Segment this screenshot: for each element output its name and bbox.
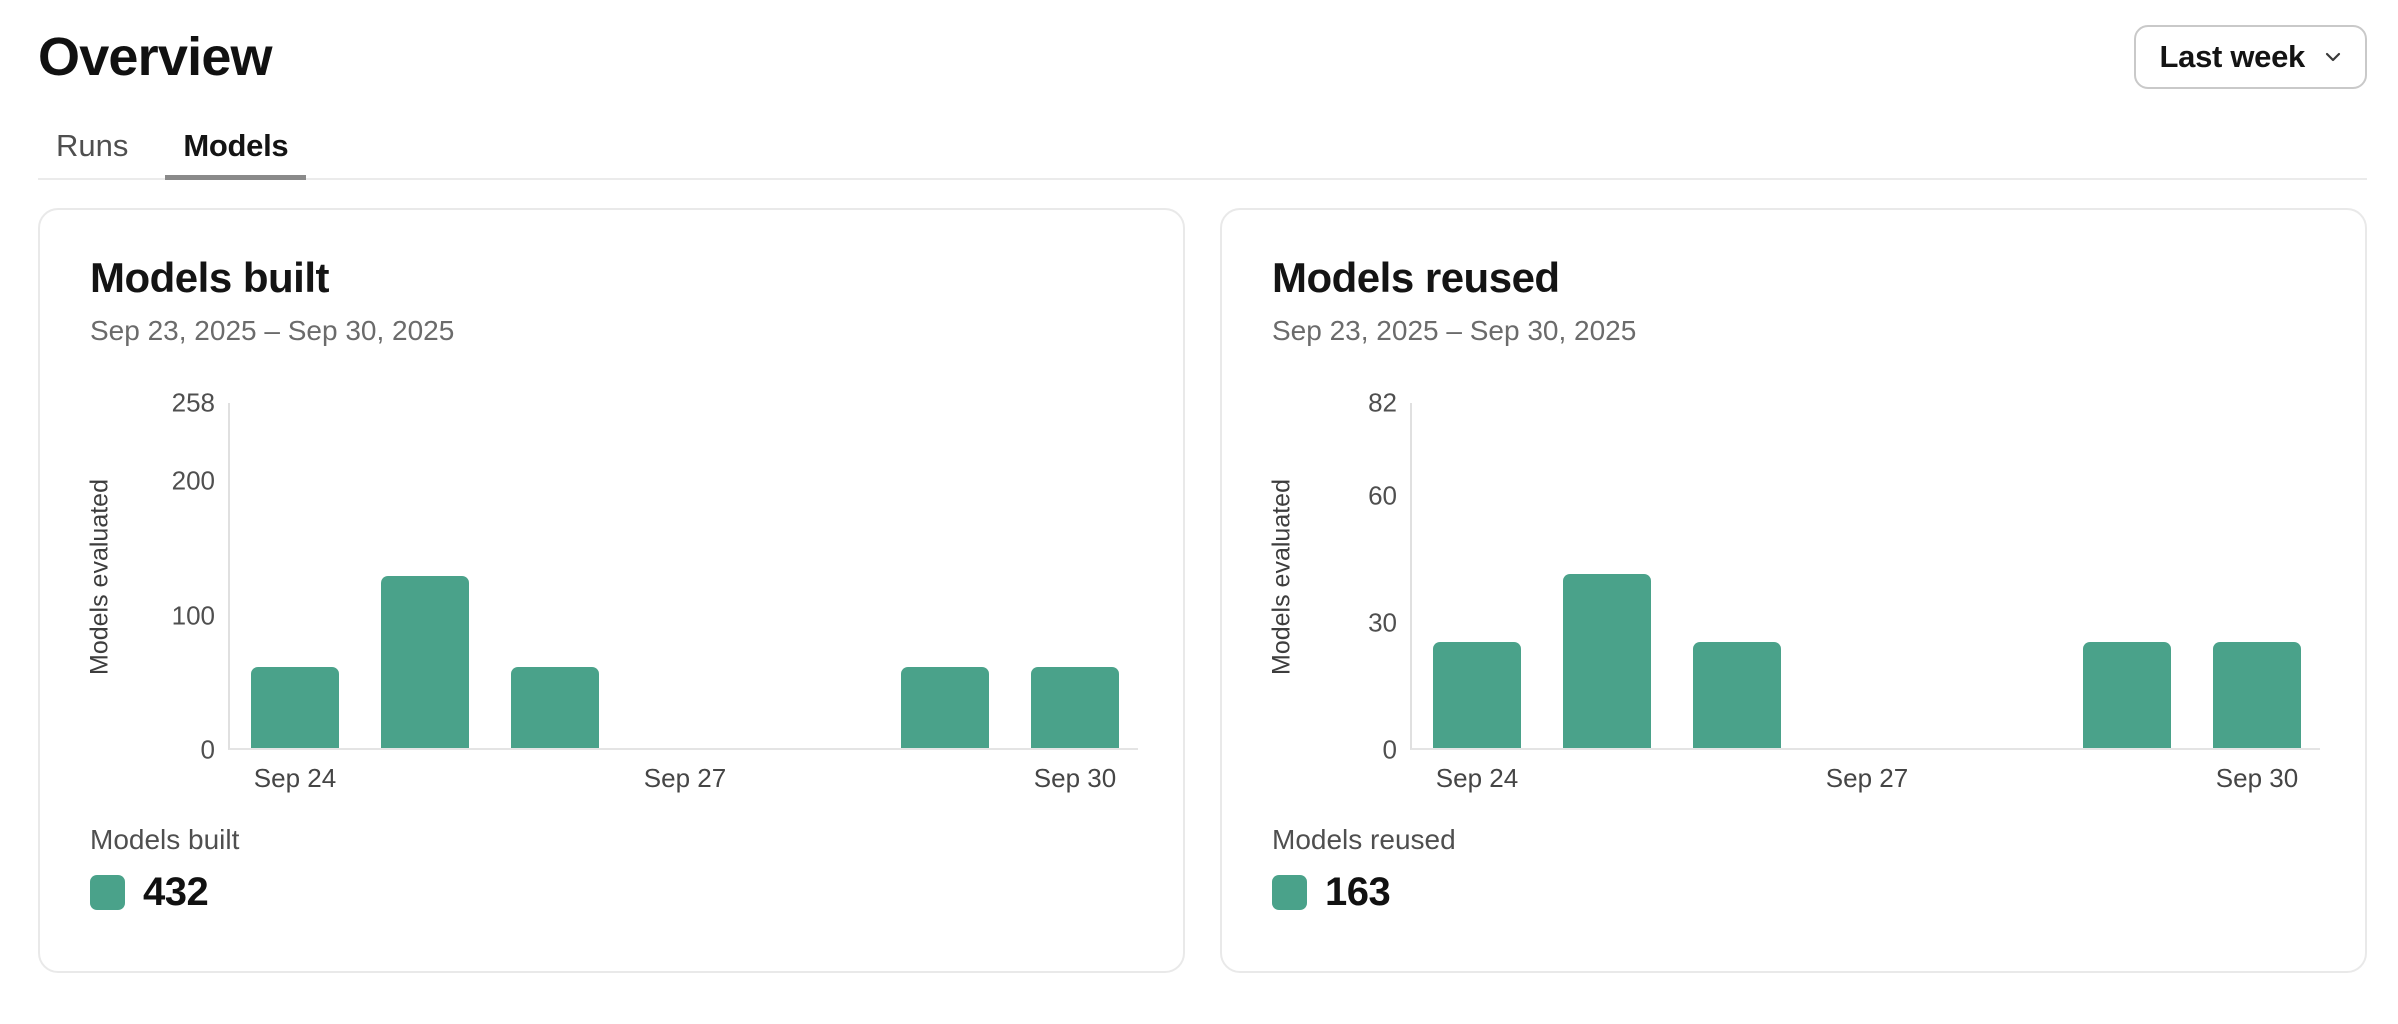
card-title: Models built (90, 254, 330, 301)
legend-row: 432 (90, 870, 209, 915)
bar-sep-26 (1693, 642, 1781, 748)
x-tick-label: Sep 24 (253, 763, 337, 793)
tab-runs[interactable]: Runs (38, 128, 146, 178)
tab-models-label: Models (183, 128, 289, 163)
y-tick-label: 60 (1368, 480, 1397, 511)
chevron-down-icon (2325, 52, 2341, 62)
bar-sep-29 (2083, 642, 2171, 748)
bar-sep-24 (251, 667, 339, 748)
y-tick-label: 258 (171, 387, 215, 418)
x-tick-label: Sep 27 (1825, 763, 1909, 793)
legend-swatch (90, 875, 125, 910)
page-title: Overview (38, 27, 273, 87)
card-title: Models reused (1272, 254, 1560, 301)
bar-sep-30 (2213, 642, 2301, 748)
bar-sep-24 (1433, 642, 1521, 748)
card-date-range: Sep 23, 2025 – Sep 30, 2025 (1272, 315, 1637, 346)
bar-sep-29 (901, 667, 989, 748)
y-tick-label: 82 (1368, 387, 1397, 418)
date-range-selector[interactable]: Last week (2133, 25, 2367, 89)
models-reused-chart: Models evaluated 0 30 60 82 Sep 24 Sep 27 Sep … (1268, 388, 2320, 793)
y-tick-label: 30 (1368, 607, 1397, 638)
y-axis-title: Models evaluated (85, 478, 114, 675)
legend-value: 163 (1325, 870, 1391, 914)
plot-area: 0 30 60 82 Sep 24 Sep 27 Sep 30 (1368, 388, 2320, 793)
card-date-range: Sep 23, 2025 – Sep 30, 2025 (90, 315, 455, 346)
legend-value: 432 (143, 870, 209, 914)
bar-sep-25 (381, 576, 469, 748)
bar-sep-26 (511, 667, 599, 748)
y-tick-label: 100 (171, 600, 215, 631)
x-tick-label: Sep 30 (1033, 763, 1117, 793)
models-built-chart: Models evaluated 0 100 200 258 Sep 24 Sep 27 S… (86, 388, 1138, 793)
tab-bar: Runs Models (38, 128, 2367, 180)
bar-sep-30 (1031, 667, 1119, 748)
date-range-label: Last week (2159, 39, 2306, 74)
x-tick-label: Sep 30 (2215, 763, 2299, 793)
legend-row: 163 (1272, 870, 1391, 915)
legend-label: Models built (90, 824, 240, 855)
tab-models[interactable]: Models (165, 128, 307, 180)
y-tick-label: 0 (200, 734, 215, 765)
page-header: Overview Last week (38, 0, 2367, 89)
y-tick-label: 0 (1382, 734, 1397, 765)
bar-sep-25 (1563, 574, 1651, 748)
x-tick-label: Sep 27 (643, 763, 727, 793)
legend-swatch (1272, 875, 1307, 910)
models-reused-card: Models reused Sep 23, 2025 – Sep 30, 202… (1220, 208, 2367, 973)
models-built-card: Models built Sep 23, 2025 – Sep 30, 2025… (38, 208, 1185, 973)
x-tick-label: Sep 24 (1435, 763, 1519, 793)
plot-area: 0 100 200 258 Sep 24 Sep 27 Sep 30 (172, 388, 1138, 793)
legend-label: Models reused (1272, 824, 1456, 855)
tab-runs-label: Runs (56, 128, 129, 163)
y-tick-label: 200 (171, 465, 215, 496)
cards-row: Models built Sep 23, 2025 – Sep 30, 2025… (38, 208, 2367, 973)
